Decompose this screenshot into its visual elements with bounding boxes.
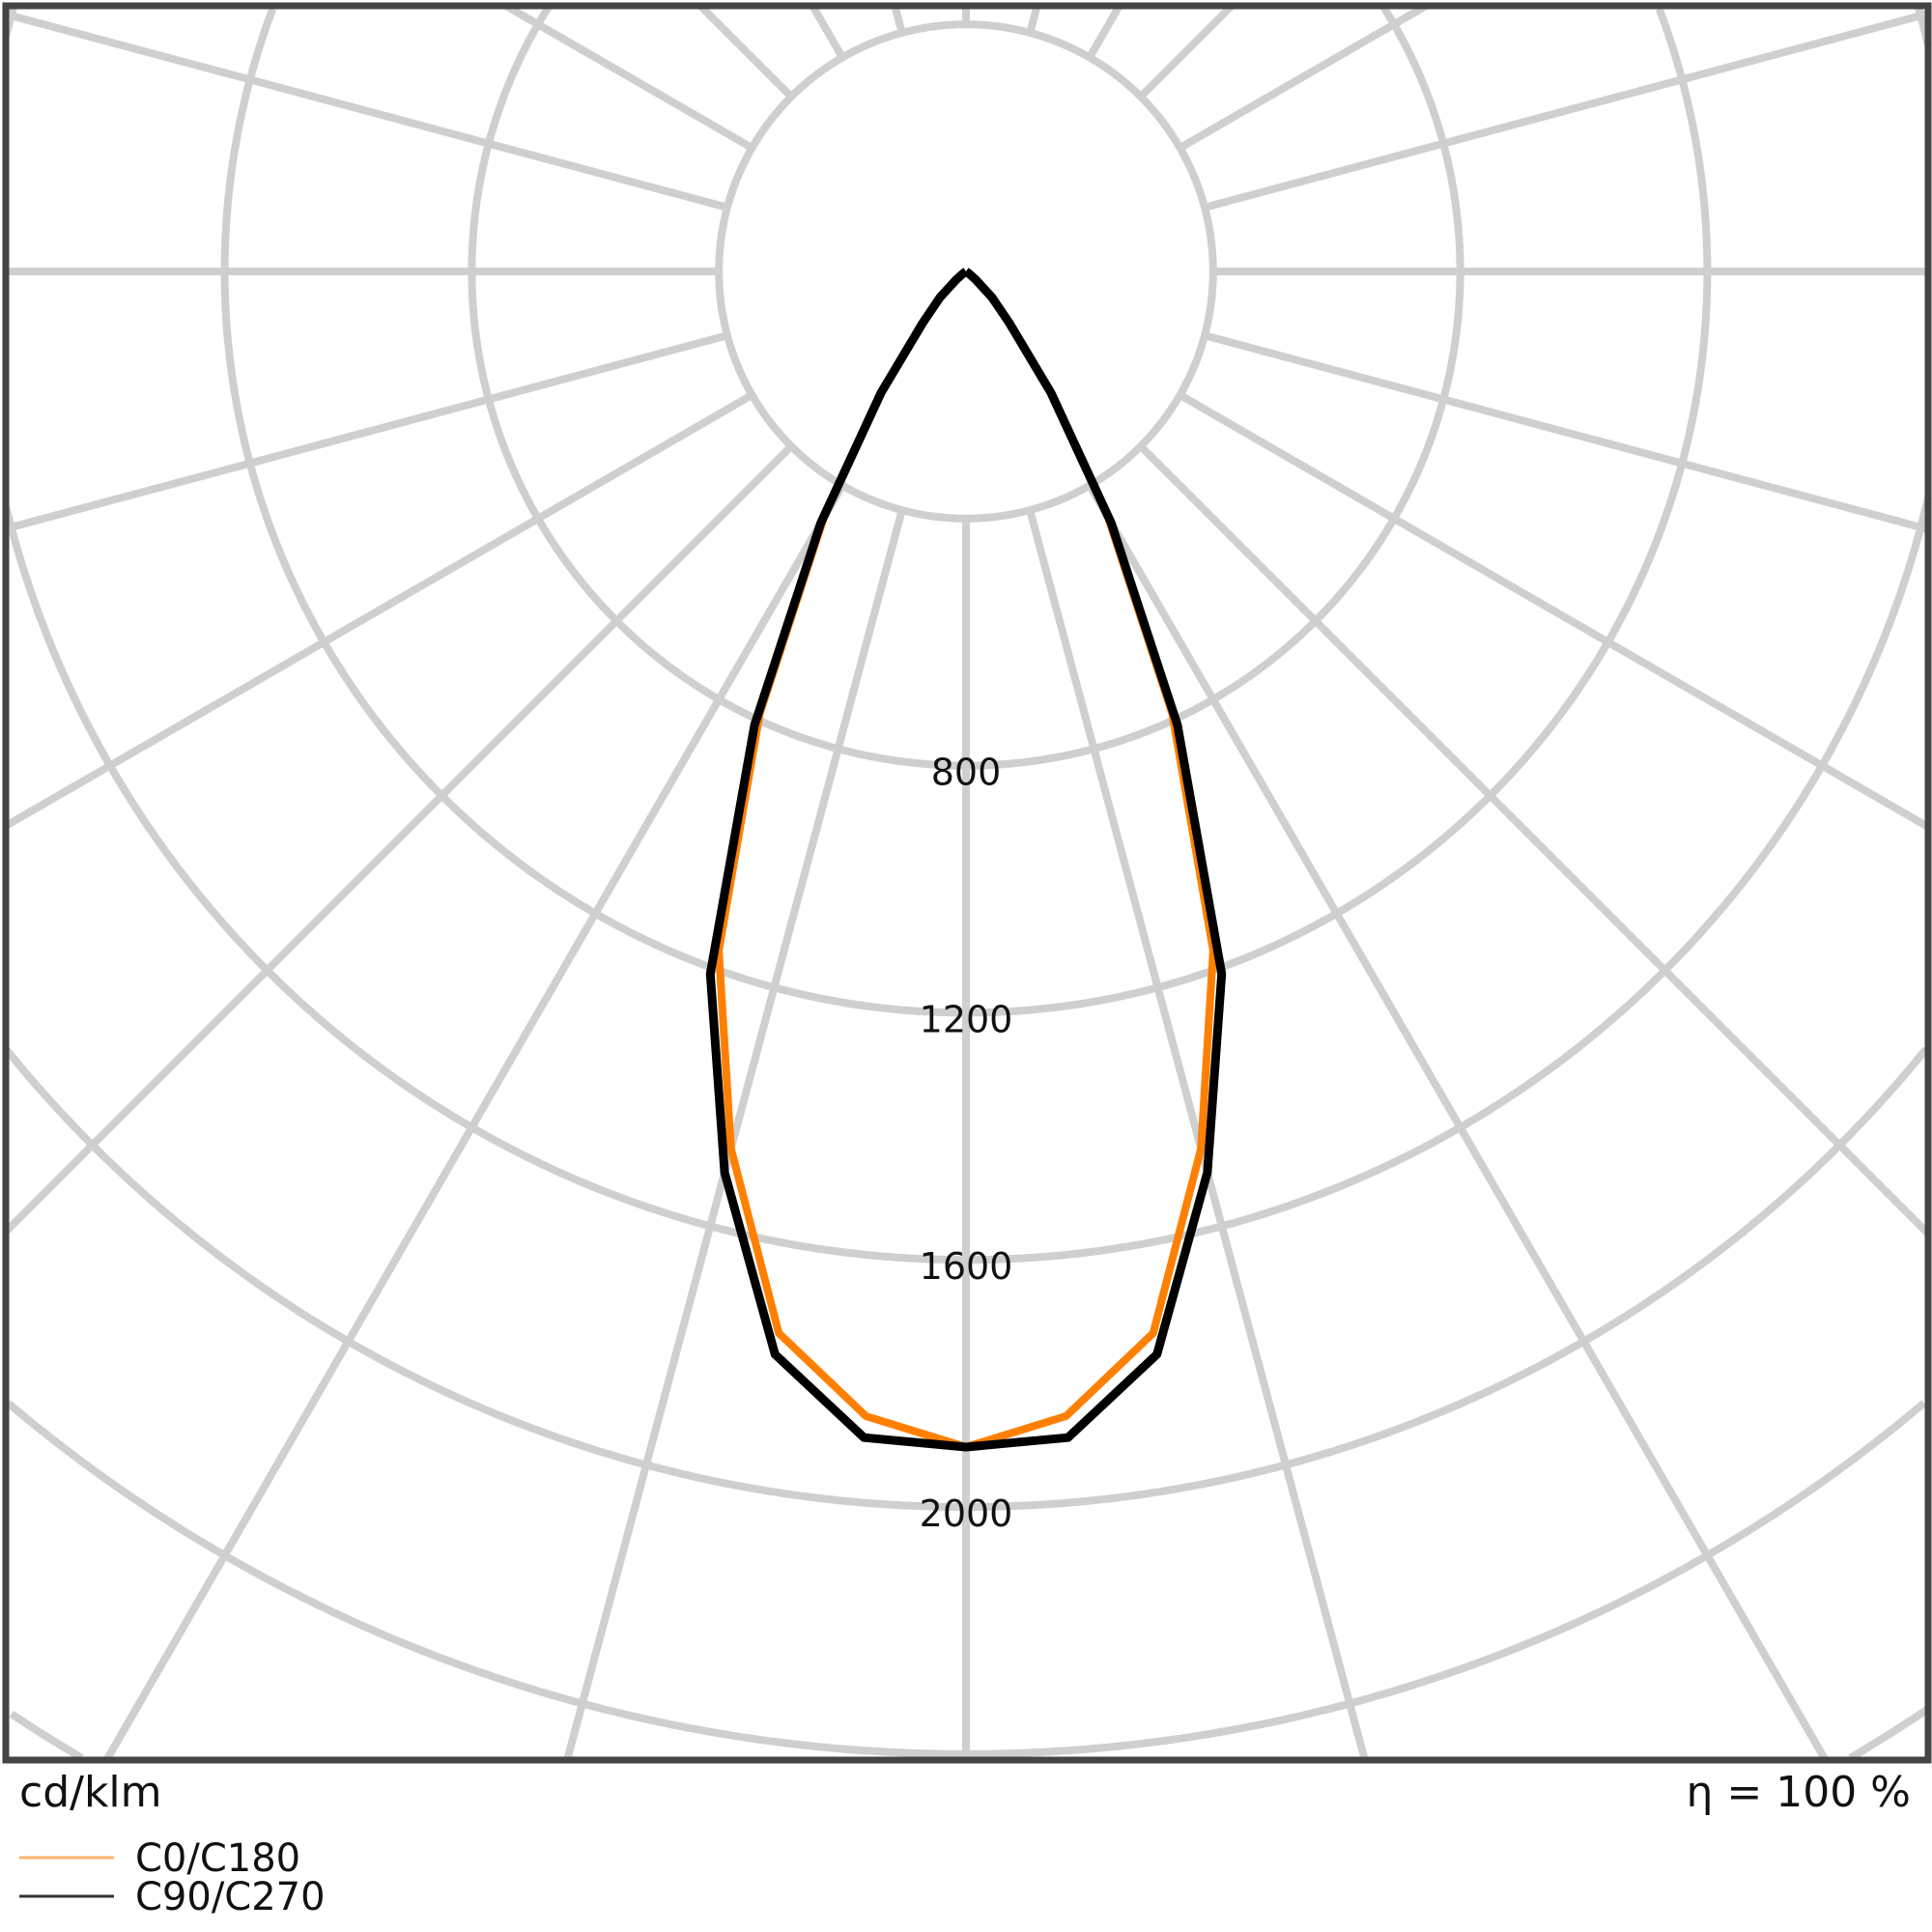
- grid-spoke: [1178, 2, 1429, 152]
- grid-spoke: [1204, 331, 1930, 533]
- unit-label: cd/klm: [19, 1768, 162, 1817]
- radial-tick-labels: 800 1200 1600 2000: [920, 752, 1013, 1535]
- grid-spoke: [4, 391, 754, 830]
- curve-c90-c270: [705, 268, 1227, 1452]
- radial-tick-label: 1600: [920, 1245, 1013, 1288]
- grid-spoke: [1178, 391, 1930, 831]
- grid-ring: [715, 20, 1217, 523]
- grid-ring: [2, 6, 1932, 1264]
- legend: C0/C180 C90/C270: [19, 1836, 326, 1919]
- grid-spoke: [503, 2, 754, 152]
- grid-spoke: [1026, 509, 1369, 1762]
- polar-grid: [2, 2, 1932, 1762]
- grid-spoke: [697, 3, 794, 99]
- grid-spoke: [1204, 10, 1930, 212]
- grid-spoke: [891, 4, 906, 34]
- plot-frame: [2, 2, 1932, 1764]
- grid-spoke: [809, 3, 846, 60]
- grid-spoke: [4, 10, 728, 212]
- grid-ring: [9, 1706, 1930, 1762]
- radial-tick-label: 2000: [920, 1492, 1013, 1535]
- radial-tick-label: 1200: [920, 998, 1013, 1040]
- grid-ring: [2, 1046, 1930, 1511]
- grid-ring: [5, 1400, 1927, 1758]
- intensity-curves: [705, 268, 1227, 1452]
- radial-tick-label: 800: [931, 752, 1002, 794]
- legend-label-c0-c180: C0/C180: [135, 1836, 300, 1881]
- efficiency-label: η = 100 %: [1686, 1768, 1911, 1817]
- grid-spoke: [1138, 3, 1235, 99]
- grid-spoke: [1138, 443, 1931, 1236]
- grid-spoke: [3, 443, 794, 1235]
- legend-label-c90-c270: C90/C270: [135, 1875, 326, 1919]
- grid-ring: [220, 7, 1712, 1017]
- grid-ring: [468, 3, 1464, 770]
- grid-spoke: [1086, 3, 1123, 60]
- grid-spoke: [1026, 4, 1041, 34]
- grid-spoke: [4, 331, 728, 533]
- grid-spoke: [563, 509, 906, 1762]
